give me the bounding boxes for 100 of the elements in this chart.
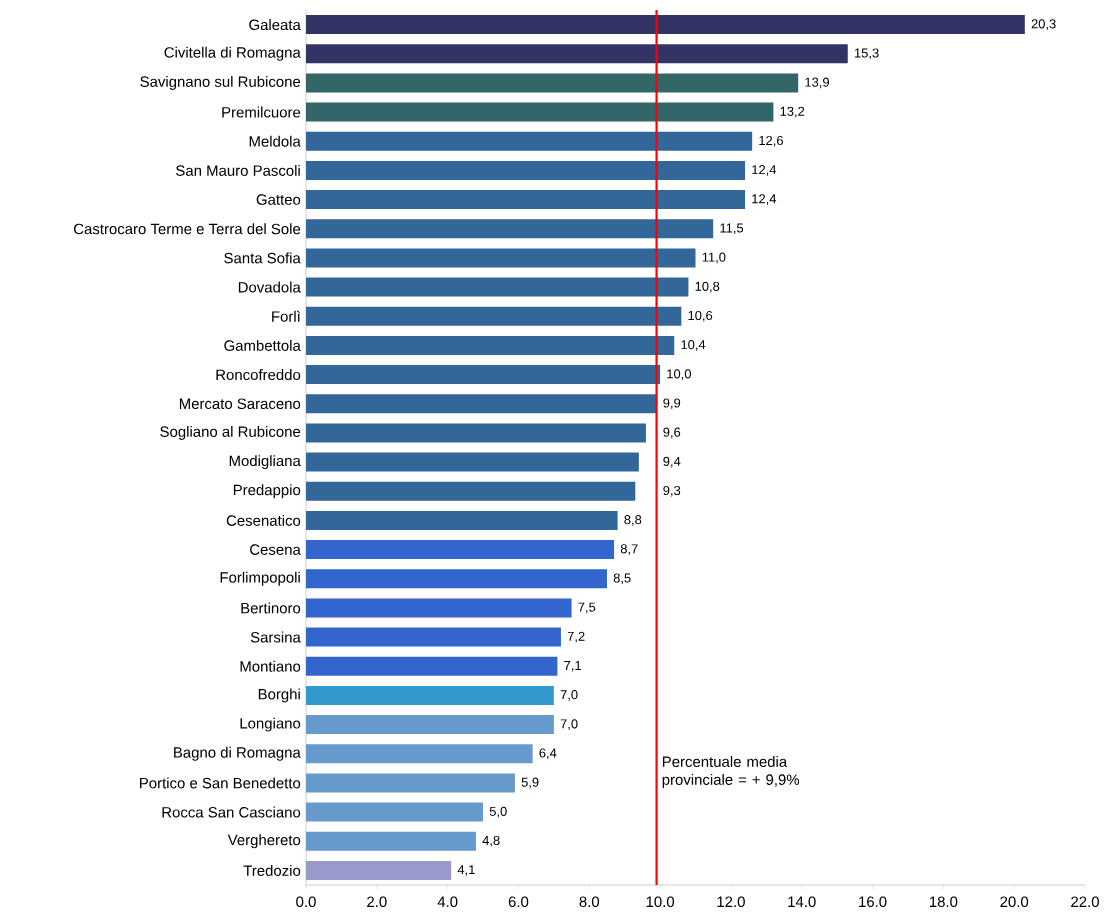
x-tick-label: 20.0 (1000, 896, 1029, 908)
bar (306, 569, 607, 589)
bar (306, 190, 746, 210)
bar (306, 685, 554, 705)
x-tick-label: 16.0 (859, 896, 887, 908)
data-label: 10,4 (681, 340, 706, 351)
x-tick-label: 8.0 (579, 896, 600, 908)
data-label: 7,0 (560, 690, 578, 701)
x-tick-label: 14.0 (788, 896, 816, 908)
bar (306, 773, 515, 793)
bar (306, 452, 639, 472)
bar (306, 394, 657, 414)
data-label: 8,5 (613, 573, 631, 585)
bar (306, 831, 476, 851)
bar (306, 365, 661, 385)
x-tick-label: 2.0 (367, 896, 387, 908)
y-tick-label: Roncofreddo (216, 369, 301, 381)
y-tick-label: Longiano (240, 717, 301, 732)
y-tick-label: Dovadola (238, 281, 301, 293)
bar (306, 627, 561, 647)
y-tick-label: Montiano (240, 660, 301, 672)
x-tick-label: 10.0 (646, 896, 675, 908)
y-tick-label: Cesena (250, 544, 301, 555)
y-tick-label: Tredozio (243, 864, 301, 876)
x-tick-label: 6.0 (508, 896, 529, 908)
data-label: 13,9 (805, 77, 829, 89)
bar (306, 219, 714, 239)
x-tick-label: 12.0 (717, 896, 745, 908)
data-label: 7,2 (567, 631, 585, 643)
data-label: 11,0 (702, 252, 726, 264)
y-tick-label: Predappio (233, 484, 301, 499)
data-label: 5,9 (521, 777, 539, 789)
y-tick-label: Sarsina (250, 631, 301, 643)
y-tick-label: Portico e San Benedetto (140, 777, 301, 789)
y-tick-label: Forlì (272, 310, 300, 322)
y-tick-label: Forlimpopoli (220, 571, 300, 586)
data-label: 4,1 (457, 865, 475, 876)
y-tick-label: Santa Sofia (224, 252, 301, 264)
x-tick-label: 0.0 (296, 896, 316, 908)
y-tick-label: Meldola (249, 135, 301, 147)
data-label: 10,0 (667, 369, 691, 380)
data-label: 7,0 (560, 719, 578, 730)
y-tick-label: Gatteo (256, 194, 301, 205)
data-label: 15,3 (854, 48, 879, 60)
y-tick-label: Rocca San Casciano (162, 806, 301, 818)
y-tick-label: Gambettola (224, 339, 301, 351)
data-label: 4,8 (482, 835, 500, 847)
y-tick-label: Modigliana (229, 455, 301, 470)
data-label: 9,6 (663, 427, 681, 439)
y-tick-label: Mercato Saraceno (179, 398, 301, 410)
x-tick-label: 4.0 (437, 896, 458, 908)
bar (306, 248, 696, 268)
data-label: 10,8 (695, 281, 720, 293)
y-tick-label: Bagno di Romagna (174, 746, 301, 761)
data-label: 13,2 (780, 106, 805, 118)
data-label: 10,6 (688, 310, 713, 322)
data-label: 9,3 (663, 485, 681, 497)
data-label: 7,5 (578, 602, 596, 614)
y-tick-label: Castrocaro Terme e Terra del Sole (74, 223, 301, 235)
x-tick-label: 18.0 (929, 896, 958, 908)
y-tick-label: Civitella di Romagna (164, 46, 301, 61)
bar (306, 860, 452, 880)
data-label: 11,5 (720, 223, 744, 235)
bar (306, 160, 746, 180)
data-label: 8,8 (624, 515, 642, 526)
data-label: 20,3 (1031, 19, 1056, 30)
bar (306, 715, 554, 735)
data-label: 5,0 (489, 806, 507, 818)
bar (306, 656, 558, 676)
data-label: 7,1 (564, 660, 581, 672)
ref-line-label: Percentuale media provinciale = + 9,9% (662, 756, 800, 788)
bar (306, 73, 799, 93)
y-tick-label: Premilcuore (222, 106, 301, 118)
bar (306, 102, 774, 122)
y-tick-label: Sogliano al Rubicone (160, 425, 301, 440)
bar (306, 510, 618, 530)
data-label: 8,7 (620, 544, 638, 555)
x-tick-label: 22.0 (1071, 896, 1099, 908)
data-label: 9,9 (663, 398, 681, 410)
bar (306, 744, 533, 764)
bar (306, 335, 675, 355)
y-tick-label: Savignano sul Rubicone (140, 75, 301, 90)
bar (306, 540, 615, 560)
y-tick-label: Borghi (258, 688, 300, 703)
bar (306, 277, 689, 297)
y-tick-label: Bertinoro (241, 602, 301, 614)
data-label: 6,4 (539, 748, 557, 760)
y-tick-label: Verghereto (227, 834, 301, 849)
y-tick-label: San Mauro Pascoli (176, 164, 300, 176)
data-label: 12,4 (752, 194, 777, 205)
bar (306, 306, 682, 326)
bar (306, 44, 848, 64)
bar (306, 131, 753, 151)
bar (306, 15, 1025, 35)
bar (306, 423, 646, 443)
bar (306, 802, 484, 822)
bar (306, 598, 572, 618)
data-label: 9,4 (663, 456, 681, 468)
y-tick-label: Cesenatico (226, 514, 301, 526)
data-label: 12,6 (759, 135, 783, 147)
